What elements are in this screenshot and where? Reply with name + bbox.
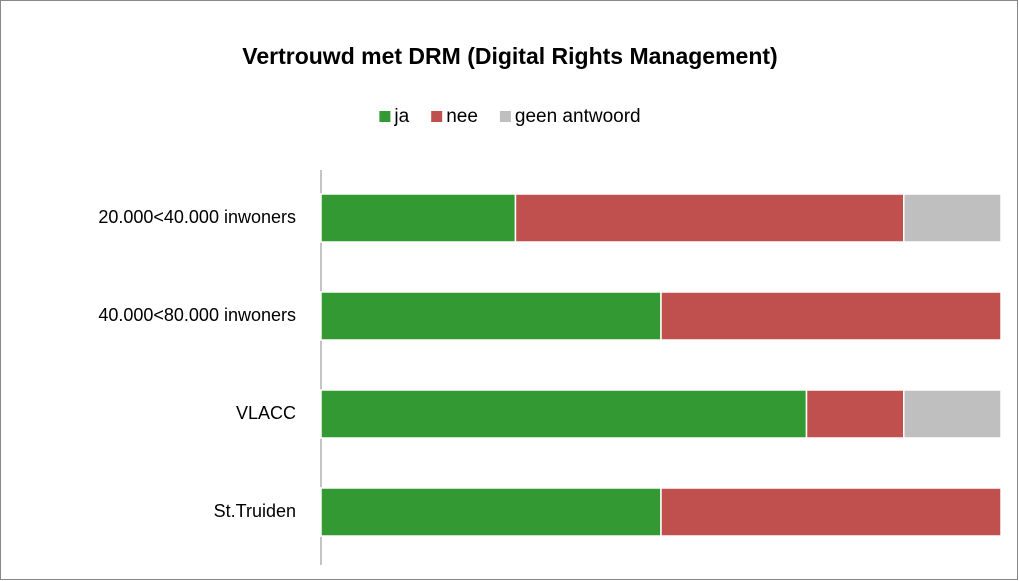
y-tick-label: 20.000<40.000 inwoners: [98, 207, 296, 227]
bar-segment: [903, 389, 1002, 439]
legend-swatch: [431, 111, 443, 122]
bar-segment: [514, 193, 905, 243]
bar-segment: [320, 487, 662, 537]
bar-segment: [320, 193, 517, 243]
bar-segment: [660, 291, 1002, 341]
legend-swatch: [379, 111, 391, 122]
bar-segment: [320, 291, 662, 341]
bar-segment: [660, 487, 1002, 537]
y-tick-label: 40.000<80.000 inwoners: [98, 305, 296, 325]
legend-label: nee: [446, 106, 478, 127]
y-tick-label: St.Truiden: [214, 501, 296, 521]
y-tick-label: VLACC: [236, 403, 296, 423]
legend-label: geen antwoord: [515, 106, 641, 127]
bar-segment: [805, 389, 905, 439]
legend-label: ja: [393, 106, 409, 127]
legend-swatch: [499, 111, 511, 122]
bar-segment: [903, 193, 1002, 243]
bar-segment: [320, 389, 808, 439]
chart-title: Vertrouwd met DRM (Digital Rights Manage…: [242, 43, 777, 69]
